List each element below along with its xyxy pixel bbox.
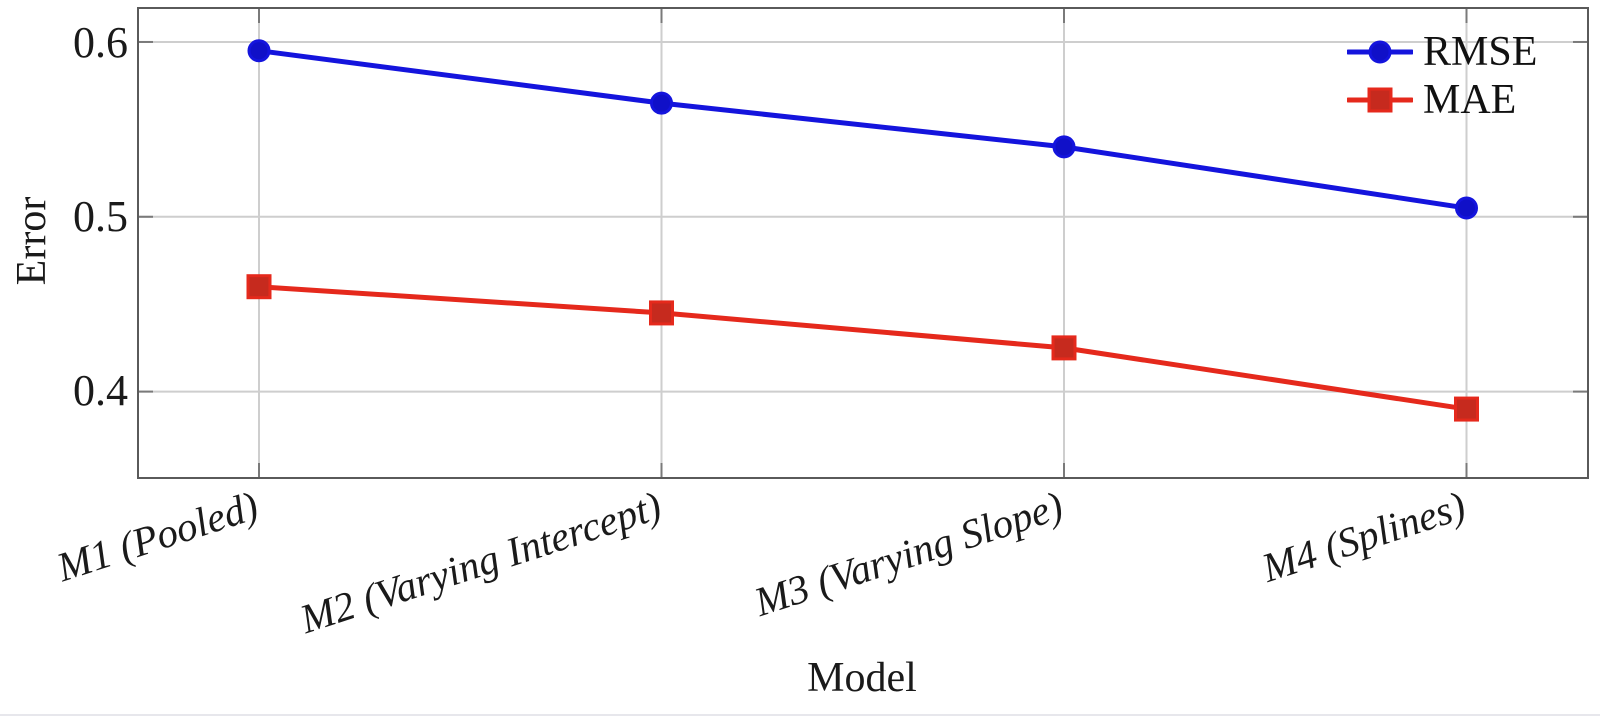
y-tick-label-0.5: 0.5 <box>73 192 128 241</box>
mae-line-marker-icon <box>1347 87 1413 113</box>
legend-label-rmse: RMSE <box>1423 29 1538 75</box>
rmse-line-marker-icon <box>1347 40 1413 64</box>
y-tick-label-0.4: 0.4 <box>73 366 128 415</box>
x-tick-label-m2: M2 (Varying Intercept) <box>293 482 667 643</box>
legend-entry-rmse: RMSE <box>1347 28 1537 76</box>
y-tick-label-0.6: 0.6 <box>73 18 128 67</box>
y-axis-title: Error <box>9 196 55 286</box>
x-axis-title: Model <box>807 655 917 701</box>
legend-entry-mae: MAE <box>1347 76 1537 124</box>
x-tick-label-m4: M4 (Splines) <box>1256 482 1472 591</box>
plot-area <box>137 7 1589 479</box>
x-tick-label-m3: M3 (Varying Slope) <box>748 482 1069 625</box>
legend: RMSE MAE <box>1347 28 1537 124</box>
x-tick-label-m1: M1 (Pooled) <box>50 482 264 591</box>
legend-label-mae: MAE <box>1423 77 1517 123</box>
